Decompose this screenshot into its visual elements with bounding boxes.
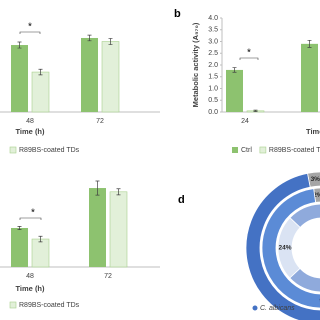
x-axis-title: Time (h)	[306, 127, 320, 136]
significance: *	[247, 48, 251, 59]
x-tick-label: 48	[26, 273, 34, 280]
bar	[89, 188, 106, 267]
legend-label: R89BS-coated TDs	[269, 147, 320, 154]
error-bar	[307, 39, 312, 48]
bar	[109, 191, 128, 268]
panel-label: b	[174, 8, 181, 20]
error-bar	[232, 67, 237, 73]
y-tick-label: 2.0	[208, 62, 218, 69]
x-tick-label: 24	[241, 118, 249, 125]
y-tick-label: 1.5	[208, 74, 218, 81]
legend-label: R89BS-coated TDs	[19, 147, 80, 154]
legend-swatch	[252, 305, 258, 311]
legend-label: Ctrl	[241, 147, 252, 154]
error-bar	[17, 41, 22, 49]
y-tick-label: 1.0	[208, 85, 218, 92]
segment-label: 3%	[311, 176, 320, 183]
bar	[31, 238, 50, 268]
y-tick-label: 3.5	[208, 27, 218, 34]
error-bar	[87, 34, 92, 42]
legend-label: C. albicans	[260, 305, 295, 312]
donut-segment	[289, 203, 320, 293]
bar	[301, 43, 318, 112]
error-bar	[17, 225, 22, 230]
y-tick-label: 2.5	[208, 50, 218, 57]
x-axis-title: Time (h)	[15, 284, 45, 293]
error-bar	[253, 109, 258, 112]
segment-label: 24%	[278, 245, 291, 252]
bar	[11, 45, 28, 112]
error-bar	[116, 188, 121, 196]
panel-label: d	[178, 194, 185, 206]
legend-swatch	[232, 147, 238, 153]
x-tick-label: 72	[104, 273, 112, 280]
bar	[101, 41, 120, 113]
bar	[81, 37, 98, 112]
error-bar	[95, 180, 100, 196]
y-tick-label: 4.0	[208, 15, 218, 22]
y-tick-label: 0.5	[208, 97, 218, 104]
segment-label: 2%	[313, 192, 320, 199]
x-tick-label: 72	[96, 118, 104, 125]
error-bar	[38, 68, 43, 76]
y-axis-title: Metabolic activity (A₅₇₀)	[191, 22, 200, 107]
error-bar	[108, 38, 113, 45]
legend-swatch	[9, 146, 17, 154]
donut-segment	[261, 188, 320, 309]
bar	[226, 69, 243, 112]
bar	[31, 71, 50, 113]
bracket	[19, 31, 41, 34]
y-tick-label: 3.0	[208, 38, 218, 45]
legend-label: R89BS-coated TDs	[19, 302, 80, 309]
legend-swatch	[9, 301, 17, 309]
bracket	[239, 57, 259, 60]
legend-swatch	[259, 146, 267, 154]
bracket	[19, 217, 42, 220]
x-axis-title: Time (h)	[15, 127, 45, 136]
bar	[11, 227, 28, 267]
y-tick-label: 0.0	[208, 109, 218, 116]
significance: *	[31, 208, 35, 219]
significance: *	[28, 22, 32, 33]
x-tick-label: 48	[26, 118, 34, 125]
error-bar	[38, 235, 43, 243]
donut-segment	[307, 171, 320, 188]
donut-segment	[245, 172, 320, 320]
